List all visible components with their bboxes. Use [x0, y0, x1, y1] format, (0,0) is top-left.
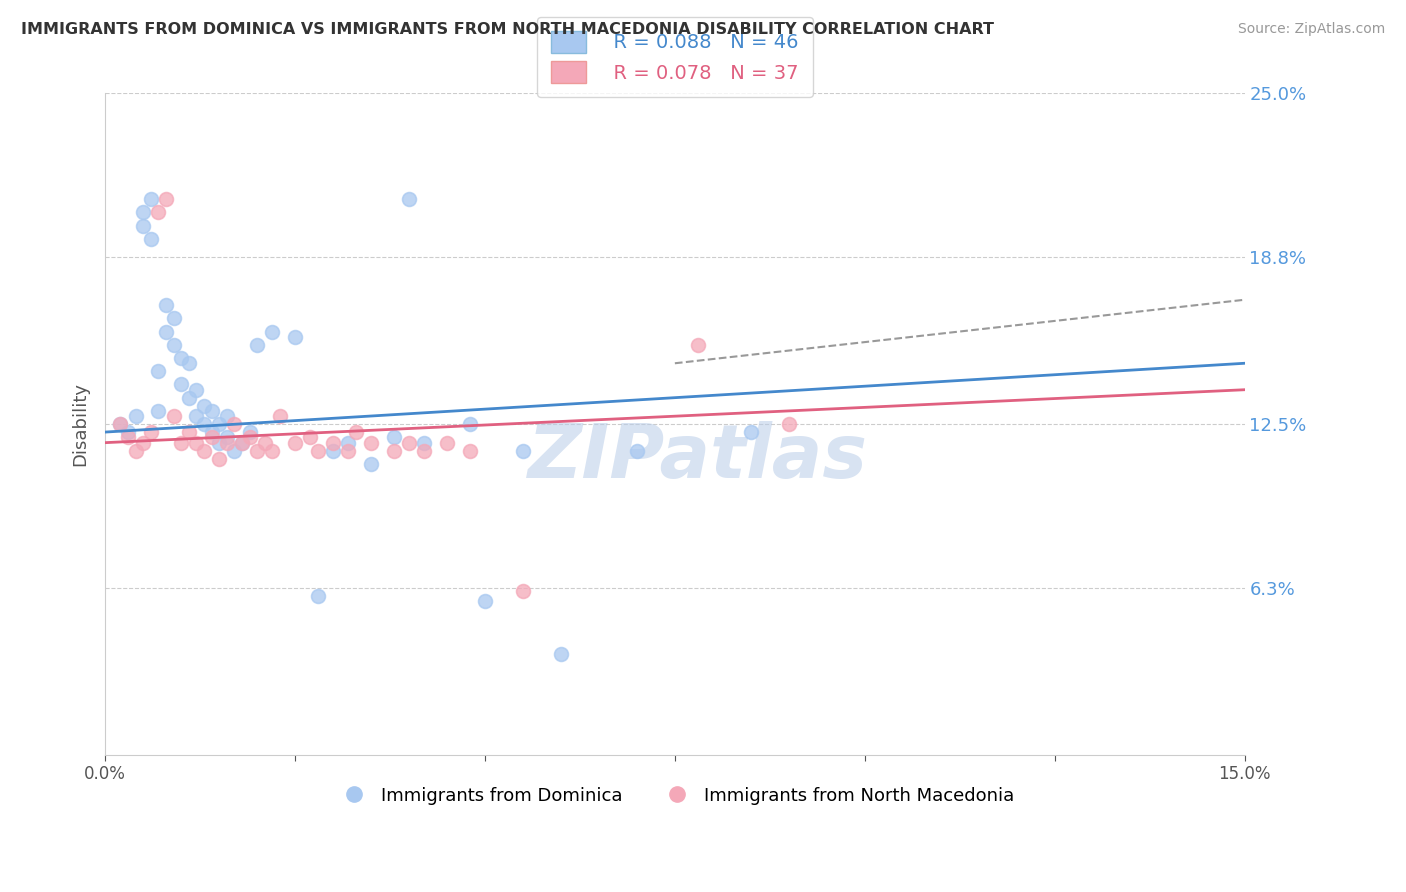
- Point: [208, 417, 231, 431]
- Point: [200, 430, 222, 444]
- Point: [398, 435, 420, 450]
- Point: [740, 425, 762, 439]
- Point: [162, 337, 184, 351]
- Point: [231, 435, 253, 450]
- Point: [337, 435, 360, 450]
- Point: [224, 417, 246, 431]
- Point: [686, 337, 709, 351]
- Point: [177, 391, 200, 405]
- Point: [170, 435, 193, 450]
- Point: [458, 443, 481, 458]
- Point: [474, 594, 496, 608]
- Point: [512, 583, 534, 598]
- Point: [246, 443, 269, 458]
- Point: [193, 443, 215, 458]
- Point: [124, 443, 146, 458]
- Point: [382, 430, 405, 444]
- Point: [307, 589, 329, 603]
- Point: [193, 417, 215, 431]
- Point: [262, 443, 284, 458]
- Point: [269, 409, 291, 424]
- Point: [132, 205, 155, 219]
- Point: [778, 417, 800, 431]
- Point: [139, 232, 162, 246]
- Point: [186, 435, 208, 450]
- Text: Source: ZipAtlas.com: Source: ZipAtlas.com: [1237, 22, 1385, 37]
- Point: [284, 330, 307, 344]
- Point: [360, 457, 382, 471]
- Point: [626, 443, 648, 458]
- Point: [200, 425, 222, 439]
- Point: [177, 425, 200, 439]
- Point: [162, 311, 184, 326]
- Point: [550, 648, 572, 662]
- Legend: Immigrants from Dominica, Immigrants from North Macedonia: Immigrants from Dominica, Immigrants fro…: [329, 780, 1021, 812]
- Point: [155, 325, 177, 339]
- Point: [170, 351, 193, 365]
- Point: [117, 430, 139, 444]
- Point: [148, 364, 170, 378]
- Text: ZIPatlas: ZIPatlas: [527, 421, 868, 493]
- Point: [284, 435, 307, 450]
- Point: [139, 192, 162, 206]
- Point: [170, 377, 193, 392]
- Y-axis label: Disability: Disability: [72, 382, 89, 467]
- Point: [246, 337, 269, 351]
- Point: [337, 443, 360, 458]
- Point: [186, 383, 208, 397]
- Point: [413, 435, 436, 450]
- Point: [238, 425, 260, 439]
- Point: [177, 356, 200, 370]
- Point: [436, 435, 458, 450]
- Point: [186, 409, 208, 424]
- Point: [322, 443, 344, 458]
- Point: [224, 443, 246, 458]
- Point: [360, 435, 382, 450]
- Text: IMMIGRANTS FROM DOMINICA VS IMMIGRANTS FROM NORTH MACEDONIA DISABILITY CORRELATI: IMMIGRANTS FROM DOMINICA VS IMMIGRANTS F…: [21, 22, 994, 37]
- Point: [512, 443, 534, 458]
- Point: [110, 417, 132, 431]
- Point: [124, 409, 146, 424]
- Point: [155, 298, 177, 312]
- Point: [262, 325, 284, 339]
- Point: [215, 435, 238, 450]
- Point: [398, 192, 420, 206]
- Point: [208, 451, 231, 466]
- Point: [458, 417, 481, 431]
- Point: [148, 404, 170, 418]
- Point: [215, 430, 238, 444]
- Point: [215, 409, 238, 424]
- Point: [382, 443, 405, 458]
- Point: [200, 404, 222, 418]
- Point: [299, 430, 322, 444]
- Point: [132, 435, 155, 450]
- Point: [344, 425, 367, 439]
- Point: [162, 409, 184, 424]
- Point: [413, 443, 436, 458]
- Point: [238, 430, 260, 444]
- Point: [132, 219, 155, 233]
- Point: [110, 417, 132, 431]
- Point: [193, 399, 215, 413]
- Point: [253, 435, 276, 450]
- Point: [307, 443, 329, 458]
- Point: [208, 435, 231, 450]
- Point: [155, 192, 177, 206]
- Point: [322, 435, 344, 450]
- Point: [139, 425, 162, 439]
- Point: [231, 435, 253, 450]
- Point: [117, 425, 139, 439]
- Point: [148, 205, 170, 219]
